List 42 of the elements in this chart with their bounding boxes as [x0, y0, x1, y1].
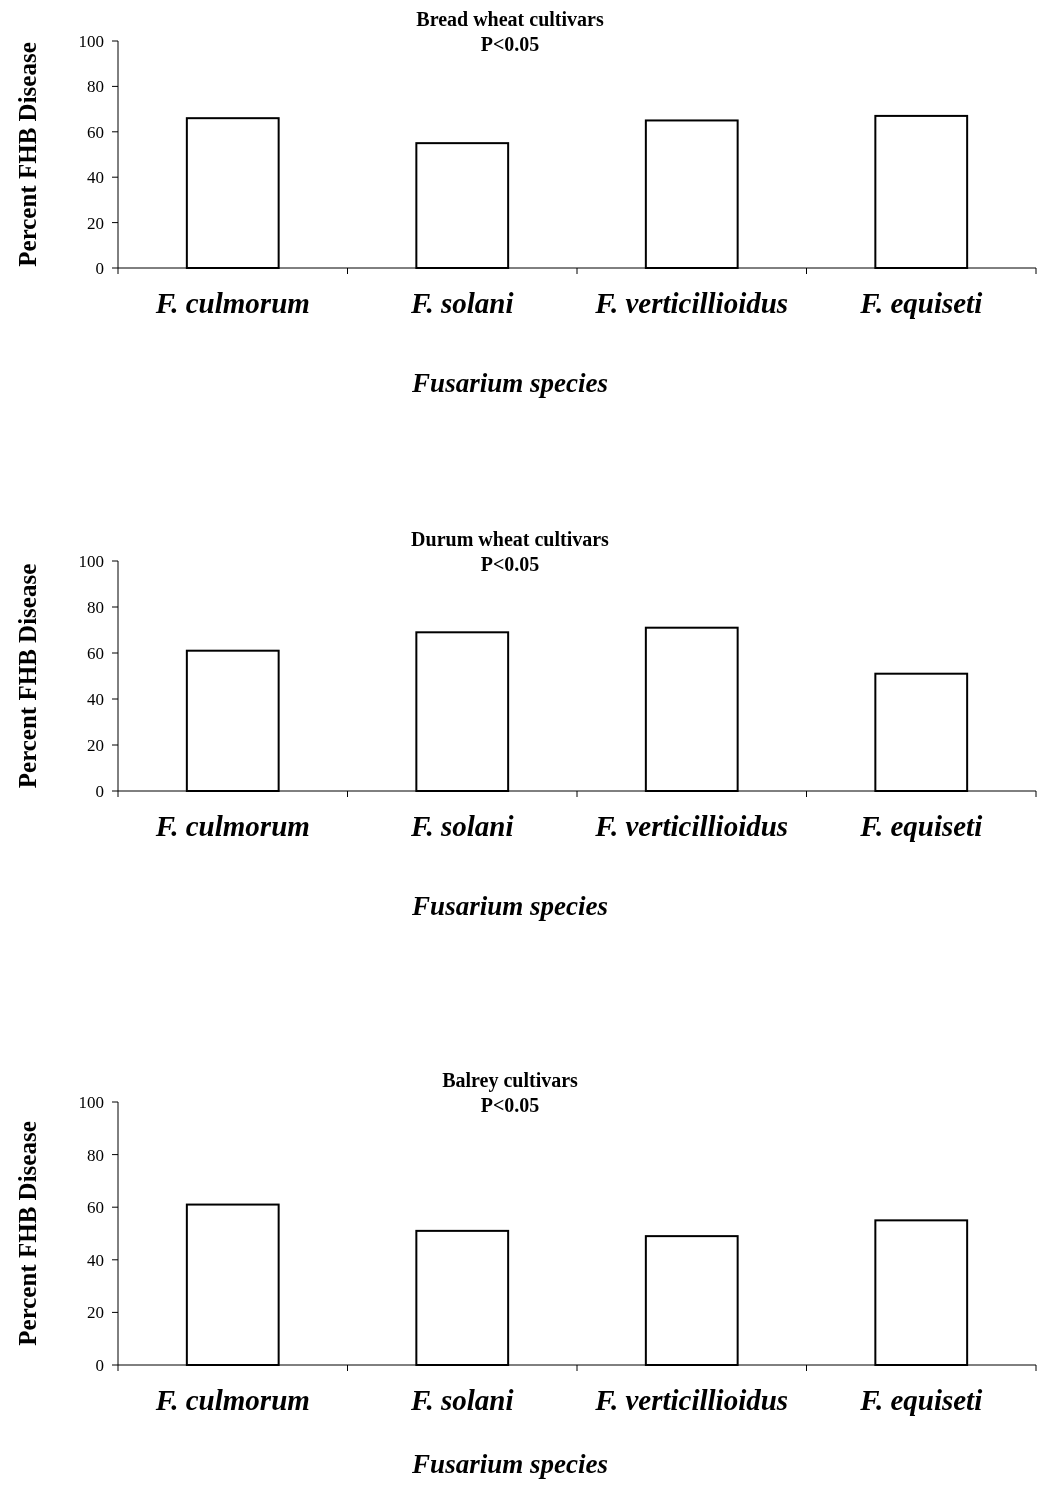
x-tick-label: F. verticillioidus [594, 287, 789, 319]
chart-subtitle: P<0.05 [480, 1094, 540, 1116]
x-tick-label: F. culmorum [154, 810, 310, 842]
y-tick-label: 20 [87, 1303, 104, 1323]
y-axis-title: Percent FHB Disease [14, 563, 41, 789]
y-tick-label: 100 [78, 31, 104, 51]
y-axis-title: Percent FHB Disease [14, 1121, 41, 1346]
y-tick-label: 0 [95, 1355, 104, 1375]
y-tick-label: 60 [87, 122, 104, 142]
y-tick-label: 80 [87, 597, 104, 617]
x-tick-label: F. equiseti [859, 287, 983, 319]
x-tick-label: F. culmorum [154, 1384, 310, 1416]
y-axis-title: Percent FHB Disease [14, 42, 41, 267]
x-tick-label: F. verticillioidus [594, 810, 789, 842]
chart-title: Durum wheat cultivars [411, 528, 610, 550]
x-tick-label: F. solani [409, 287, 514, 319]
x-axis-title: Fusarium species [411, 1449, 608, 1479]
x-axis-title: Fusarium species [411, 891, 608, 921]
x-tick-label: F. solani [409, 810, 514, 842]
y-tick-label: 80 [87, 77, 104, 97]
x-tick-label: F. equiseti [859, 1384, 983, 1416]
y-tick-label: 20 [87, 735, 104, 755]
chart-subtitle: P<0.05 [480, 33, 540, 55]
x-tick-label: F. culmorum [154, 287, 310, 319]
y-tick-label: 40 [87, 1250, 104, 1270]
chart-title: Bread wheat cultivars [416, 8, 604, 30]
y-tick-label: 40 [87, 689, 104, 709]
y-tick-label: 60 [87, 1198, 104, 1218]
y-tick-label: 100 [78, 1092, 104, 1112]
y-tick-label: 100 [78, 551, 104, 571]
x-tick-label: F. solani [409, 1384, 514, 1416]
y-tick-label: 40 [87, 168, 104, 188]
chart-subtitle: P<0.05 [480, 553, 540, 575]
x-axis-title: Fusarium species [411, 368, 608, 398]
chart-title: Balrey cultivars [442, 1069, 579, 1092]
y-tick-label: 80 [87, 1145, 104, 1165]
y-tick-label: 20 [87, 213, 104, 233]
x-tick-label: F. equiseti [859, 810, 983, 842]
y-tick-label: 0 [95, 781, 104, 801]
y-tick-label: 60 [87, 643, 104, 663]
y-tick-label: 0 [95, 258, 104, 278]
x-tick-label: F. verticillioidus [594, 1384, 789, 1416]
